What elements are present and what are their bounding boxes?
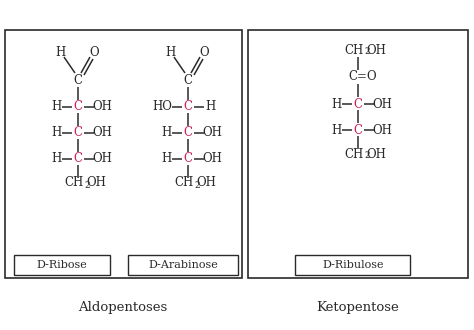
Text: D-Ribulose: D-Ribulose <box>322 260 384 270</box>
Text: D-Arabinose: D-Arabinose <box>148 260 218 270</box>
Text: OH: OH <box>366 44 386 56</box>
Text: OH: OH <box>196 177 216 189</box>
Text: H: H <box>55 47 65 59</box>
Text: CH: CH <box>174 177 193 189</box>
Text: H: H <box>205 101 215 114</box>
Text: H: H <box>51 152 61 166</box>
Text: C: C <box>183 75 192 87</box>
Text: H: H <box>165 47 175 59</box>
Bar <box>14 255 110 275</box>
Text: H: H <box>331 97 341 111</box>
Text: CH: CH <box>64 177 83 189</box>
Text: OH: OH <box>86 177 106 189</box>
Text: C: C <box>183 126 192 140</box>
Text: OH: OH <box>202 126 222 140</box>
Text: C: C <box>73 101 82 114</box>
Text: HO: HO <box>152 101 172 114</box>
Text: 2: 2 <box>84 181 90 189</box>
Bar <box>128 255 238 275</box>
Text: O: O <box>89 47 99 59</box>
Text: OH: OH <box>92 101 112 114</box>
Text: C: C <box>183 101 192 114</box>
Text: =: = <box>357 71 367 83</box>
Bar <box>5 30 242 278</box>
Text: 2: 2 <box>364 151 370 160</box>
Text: O: O <box>199 47 209 59</box>
Bar <box>248 30 468 278</box>
Text: OH: OH <box>92 126 112 140</box>
Text: CH: CH <box>345 44 364 56</box>
Text: H: H <box>51 101 61 114</box>
Text: Ketopentose: Ketopentose <box>317 302 400 314</box>
Text: H: H <box>161 152 171 166</box>
Text: C: C <box>183 152 192 166</box>
Text: OH: OH <box>202 152 222 166</box>
Text: OH: OH <box>372 97 392 111</box>
Text: H: H <box>51 126 61 140</box>
Text: D-Ribose: D-Ribose <box>36 260 87 270</box>
Text: 2: 2 <box>194 181 200 189</box>
Text: 2: 2 <box>364 48 370 56</box>
Text: OH: OH <box>372 123 392 137</box>
Text: H: H <box>161 126 171 140</box>
Text: C: C <box>354 123 363 137</box>
Text: C: C <box>73 152 82 166</box>
Text: H: H <box>331 123 341 137</box>
Bar <box>295 255 410 275</box>
Text: OH: OH <box>366 148 386 160</box>
Text: C: C <box>348 71 357 83</box>
Text: Aldopentoses: Aldopentoses <box>78 302 168 314</box>
Text: C: C <box>73 126 82 140</box>
Text: O: O <box>366 71 376 83</box>
Text: OH: OH <box>92 152 112 166</box>
Text: C: C <box>73 75 82 87</box>
Text: C: C <box>354 97 363 111</box>
Text: CH: CH <box>345 148 364 160</box>
